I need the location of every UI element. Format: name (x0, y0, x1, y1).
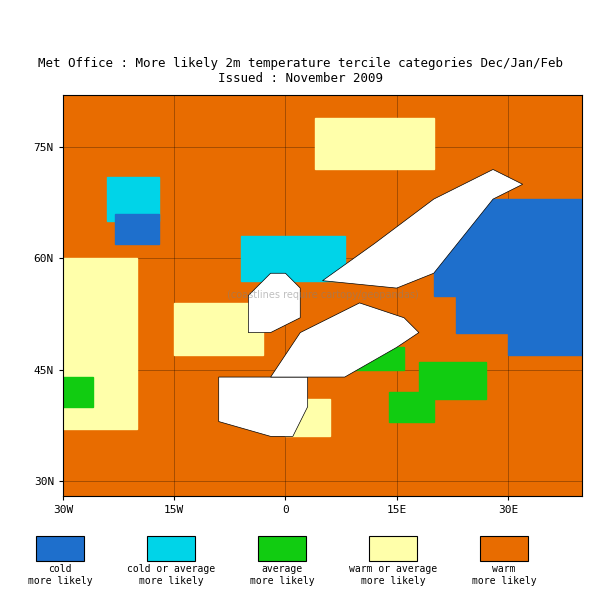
Text: Met Office : More likely 2m temperature tercile categories Dec/Jan/Feb: Met Office : More likely 2m temperature … (37, 56, 563, 70)
Polygon shape (115, 214, 160, 244)
Polygon shape (389, 392, 434, 422)
Text: cold
more likely: cold more likely (28, 564, 92, 586)
Polygon shape (323, 169, 523, 288)
Polygon shape (174, 303, 263, 355)
Polygon shape (271, 303, 419, 377)
Polygon shape (63, 259, 137, 429)
Polygon shape (419, 362, 485, 400)
Polygon shape (315, 118, 434, 169)
Polygon shape (286, 400, 330, 436)
Text: cold or average
more likely: cold or average more likely (127, 564, 215, 586)
Text: average
more likely: average more likely (250, 564, 314, 586)
Polygon shape (456, 296, 582, 332)
Polygon shape (434, 199, 582, 296)
Polygon shape (345, 347, 404, 370)
Text: warm
more likely: warm more likely (472, 564, 536, 586)
Text: Issued : November 2009: Issued : November 2009 (218, 71, 383, 85)
Polygon shape (107, 177, 160, 221)
Text: warm or average
more likely: warm or average more likely (349, 564, 437, 586)
Polygon shape (248, 273, 300, 332)
Text: (coastlines require cartopy/geopandas): (coastlines require cartopy/geopandas) (227, 290, 418, 301)
Polygon shape (63, 377, 92, 407)
Polygon shape (219, 377, 308, 436)
Polygon shape (241, 236, 345, 281)
Polygon shape (508, 332, 582, 355)
